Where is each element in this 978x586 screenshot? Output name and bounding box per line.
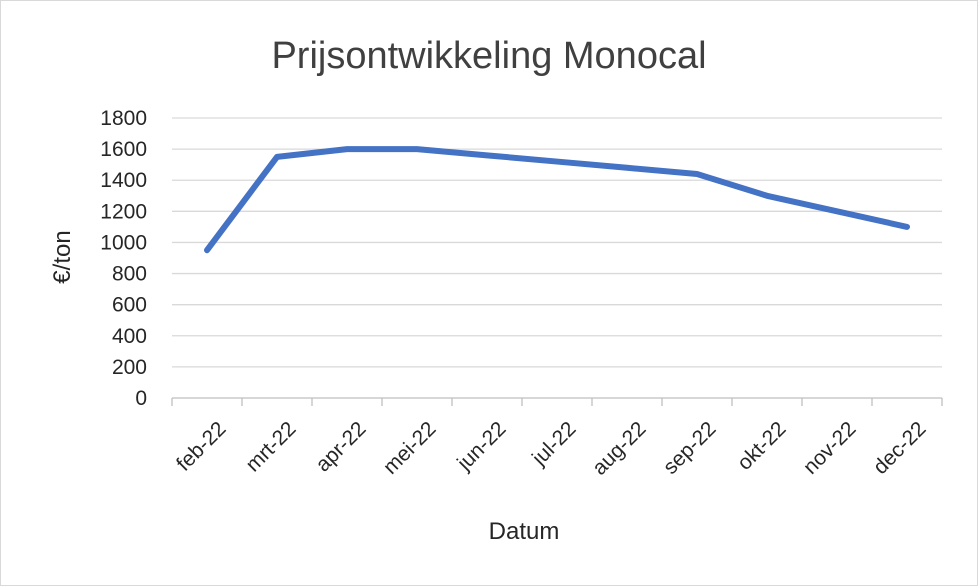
y-tick-label: 1400	[100, 169, 147, 192]
y-tick-label: 0	[135, 387, 147, 410]
x-tick-label: sep-22	[659, 417, 721, 479]
y-tick-label: 600	[112, 294, 147, 317]
y-tick-label: 800	[112, 263, 147, 286]
x-tick-label: feb-22	[172, 417, 230, 475]
y-axis-title: €/ton	[49, 230, 76, 283]
x-tick-label: mrt-22	[241, 417, 300, 476]
x-tick-label: mei-22	[379, 417, 441, 479]
series-line	[204, 146, 910, 254]
x-tick-label: jun-22	[452, 417, 510, 475]
x-axis: feb-22 mrt-22 apr-22 mei-22 jun-22 jul-22 aug-…	[171, 397, 943, 480]
x-tick-label: dec-22	[869, 417, 931, 479]
x-tick-label: jul-22	[527, 417, 580, 470]
x-tick-label: okt-22	[733, 417, 791, 475]
gridlines	[172, 117, 942, 368]
y-axis-ticks: 0 200 400 600 800 1000 1200 1400 1600 1800	[100, 107, 147, 410]
chart-title: Prijsontwikkeling Monocal	[271, 35, 706, 77]
y-tick-label: 1200	[100, 200, 147, 223]
x-tick-label: nov-22	[799, 417, 861, 479]
y-tick-label: 1600	[100, 138, 147, 161]
y-tick-label: 1000	[100, 231, 147, 254]
x-axis-title: Datum	[489, 518, 560, 545]
y-tick-label: 1800	[100, 107, 147, 130]
y-tick-label: 200	[112, 356, 147, 379]
series-group	[204, 146, 910, 254]
x-tick-label: aug-22	[588, 417, 651, 480]
y-tick-label: 400	[112, 325, 147, 348]
x-tick-label: apr-22	[311, 417, 370, 476]
